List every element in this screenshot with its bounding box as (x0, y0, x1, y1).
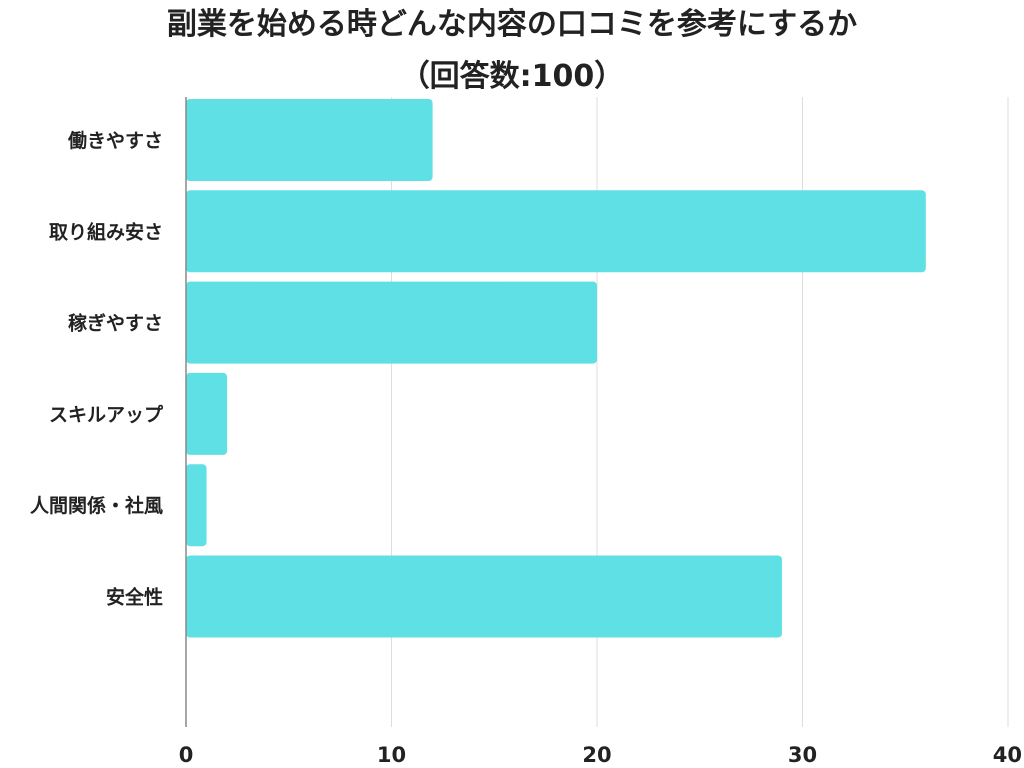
bar (186, 372, 228, 455)
x-tick-labels: 0 10 20 30 40 (179, 743, 1022, 767)
x-tick-label: 40 (993, 743, 1022, 767)
bar (186, 99, 433, 181)
category-label: 稼ぎやすさ (68, 312, 163, 335)
chart-subtitle: （回答数:100） (399, 59, 625, 94)
category-label: 人間関係・社風 (30, 494, 163, 517)
category-label: 取り組み安さ (49, 220, 163, 243)
x-tick-label: 0 (179, 743, 194, 767)
chart-title: 副業を始める時どんな内容の口コミを参考にするか (166, 7, 858, 42)
category-label: スキルアップ (49, 403, 164, 426)
x-tick-label: 20 (582, 743, 611, 767)
bar (186, 555, 782, 638)
bar (186, 281, 597, 364)
x-tick-label: 30 (788, 743, 817, 767)
bar (186, 464, 207, 547)
category-label: 働きやすさ (67, 129, 163, 152)
category-label: 安全性 (106, 586, 163, 609)
bar (186, 190, 926, 273)
x-tick-label: 10 (377, 743, 406, 767)
bars (186, 99, 926, 638)
